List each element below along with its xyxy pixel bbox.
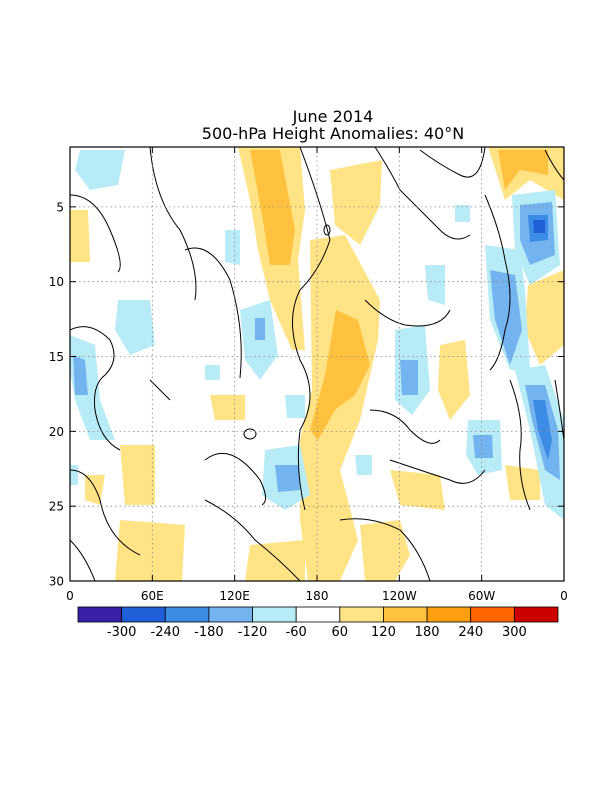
anomaly-region xyxy=(205,365,220,380)
colorbar-label: 60 xyxy=(332,625,349,640)
contour-line xyxy=(364,299,451,327)
anomaly-region xyxy=(438,340,470,420)
anomaly-region xyxy=(225,230,240,265)
colorbar-swatch xyxy=(208,606,253,623)
anomaly-region xyxy=(70,210,90,262)
contour-loop xyxy=(323,224,331,236)
anomaly-region xyxy=(275,465,300,492)
anomaly-region xyxy=(360,520,410,581)
positive-anomaly-shading xyxy=(70,147,564,581)
colorbar-swatch xyxy=(339,606,384,623)
anomaly-region xyxy=(285,395,305,418)
anomaly-region xyxy=(505,465,540,500)
anomaly-region xyxy=(73,355,88,395)
colorbar: -300 -240 -180 -120 -60 60 120 180 240 300 xyxy=(77,606,559,640)
colorbar-label: -60 xyxy=(286,625,307,640)
colorbar-label: 120 xyxy=(371,625,396,640)
grid-lines xyxy=(70,147,564,581)
x-tick-label: 0 xyxy=(66,589,74,603)
anomaly-region xyxy=(300,235,380,581)
colorbar-label: 240 xyxy=(458,625,483,640)
colorbar-label: -180 xyxy=(194,625,224,640)
anomaly-region xyxy=(425,265,445,305)
anomaly-region xyxy=(250,150,295,265)
contour-line xyxy=(292,147,331,511)
anomaly-region xyxy=(455,205,470,222)
contour-line xyxy=(339,518,431,581)
y-tick-label: 15 xyxy=(49,350,64,364)
x-tick-label: 180 xyxy=(306,589,329,603)
colorbar-swatch xyxy=(513,606,559,623)
contour-line xyxy=(509,379,531,511)
anomaly-region xyxy=(85,475,105,505)
contour-line xyxy=(184,247,242,379)
x-tick-label: 60W xyxy=(468,589,495,603)
contour-line xyxy=(389,459,486,484)
anomaly-region xyxy=(473,435,493,458)
contour-line xyxy=(70,326,121,451)
colorbar-swatch xyxy=(164,606,210,623)
colorbar-swatch xyxy=(426,606,472,623)
anomaly-region xyxy=(490,270,522,365)
anomaly-region xyxy=(525,270,564,365)
contour-line xyxy=(149,147,197,301)
anomaly-region xyxy=(120,445,155,505)
anomaly-region xyxy=(330,160,382,245)
contour-line xyxy=(70,469,141,556)
contour-line xyxy=(70,539,96,581)
colorbar-label: 300 xyxy=(502,625,527,640)
plot-area xyxy=(70,147,564,581)
colorbar-label: -300 xyxy=(107,625,137,640)
contour-line xyxy=(544,149,564,181)
colorbar-swatch xyxy=(383,606,428,623)
contour-line xyxy=(484,194,511,371)
anomaly-region xyxy=(245,540,305,581)
y-tick-label: 5 xyxy=(56,200,64,214)
x-tick-label: 120W xyxy=(382,589,417,603)
contour-line xyxy=(369,409,441,444)
x-tick-label: 60E xyxy=(141,589,164,603)
y-axis: 5 10 15 20 25 30 xyxy=(49,200,564,589)
colorbar-swatch xyxy=(252,606,297,623)
colorbar-swatch xyxy=(295,606,341,623)
x-tick-label: 120E xyxy=(219,589,250,603)
x-axis: 0 60E 120E 180 120W 60W 0 xyxy=(66,147,568,603)
contour-line xyxy=(204,452,266,506)
colorbar-swatch xyxy=(470,606,515,623)
anomaly-region xyxy=(533,400,552,460)
anomaly-region xyxy=(498,150,548,190)
y-tick-label: 30 xyxy=(49,575,64,589)
zero-contours xyxy=(70,147,564,581)
chart-title: June 2014 xyxy=(292,107,374,126)
anomaly-region xyxy=(210,395,245,420)
contour-line xyxy=(204,499,301,581)
contour-line xyxy=(419,147,486,178)
contour-loop xyxy=(243,428,257,440)
contour-line xyxy=(554,379,564,441)
x-tick-label: 0 xyxy=(560,589,568,603)
anomaly-region xyxy=(115,300,155,355)
anomaly-region xyxy=(533,220,545,233)
colorbar-swatch xyxy=(77,606,123,623)
chart-subtitle: 500-hPa Height Anomalies: 40°N xyxy=(202,124,464,143)
anomaly-region xyxy=(115,520,185,581)
anomaly-region xyxy=(310,310,370,440)
anomaly-region xyxy=(75,150,125,190)
anomaly-region xyxy=(400,360,418,395)
contour-line xyxy=(374,147,471,240)
y-tick-label: 25 xyxy=(49,500,64,514)
anomaly-region xyxy=(255,318,265,340)
colorbar-label: -240 xyxy=(151,625,181,640)
anomaly-region xyxy=(390,470,445,510)
y-tick-label: 20 xyxy=(49,425,64,439)
anomaly-region xyxy=(355,455,372,475)
negative-anomaly-shading xyxy=(70,150,564,520)
colorbar-label: -120 xyxy=(238,625,268,640)
colorbar-label: 180 xyxy=(415,625,440,640)
contour-line xyxy=(70,194,121,273)
colorbar-swatch xyxy=(121,606,166,623)
y-tick-label: 10 xyxy=(49,275,64,289)
